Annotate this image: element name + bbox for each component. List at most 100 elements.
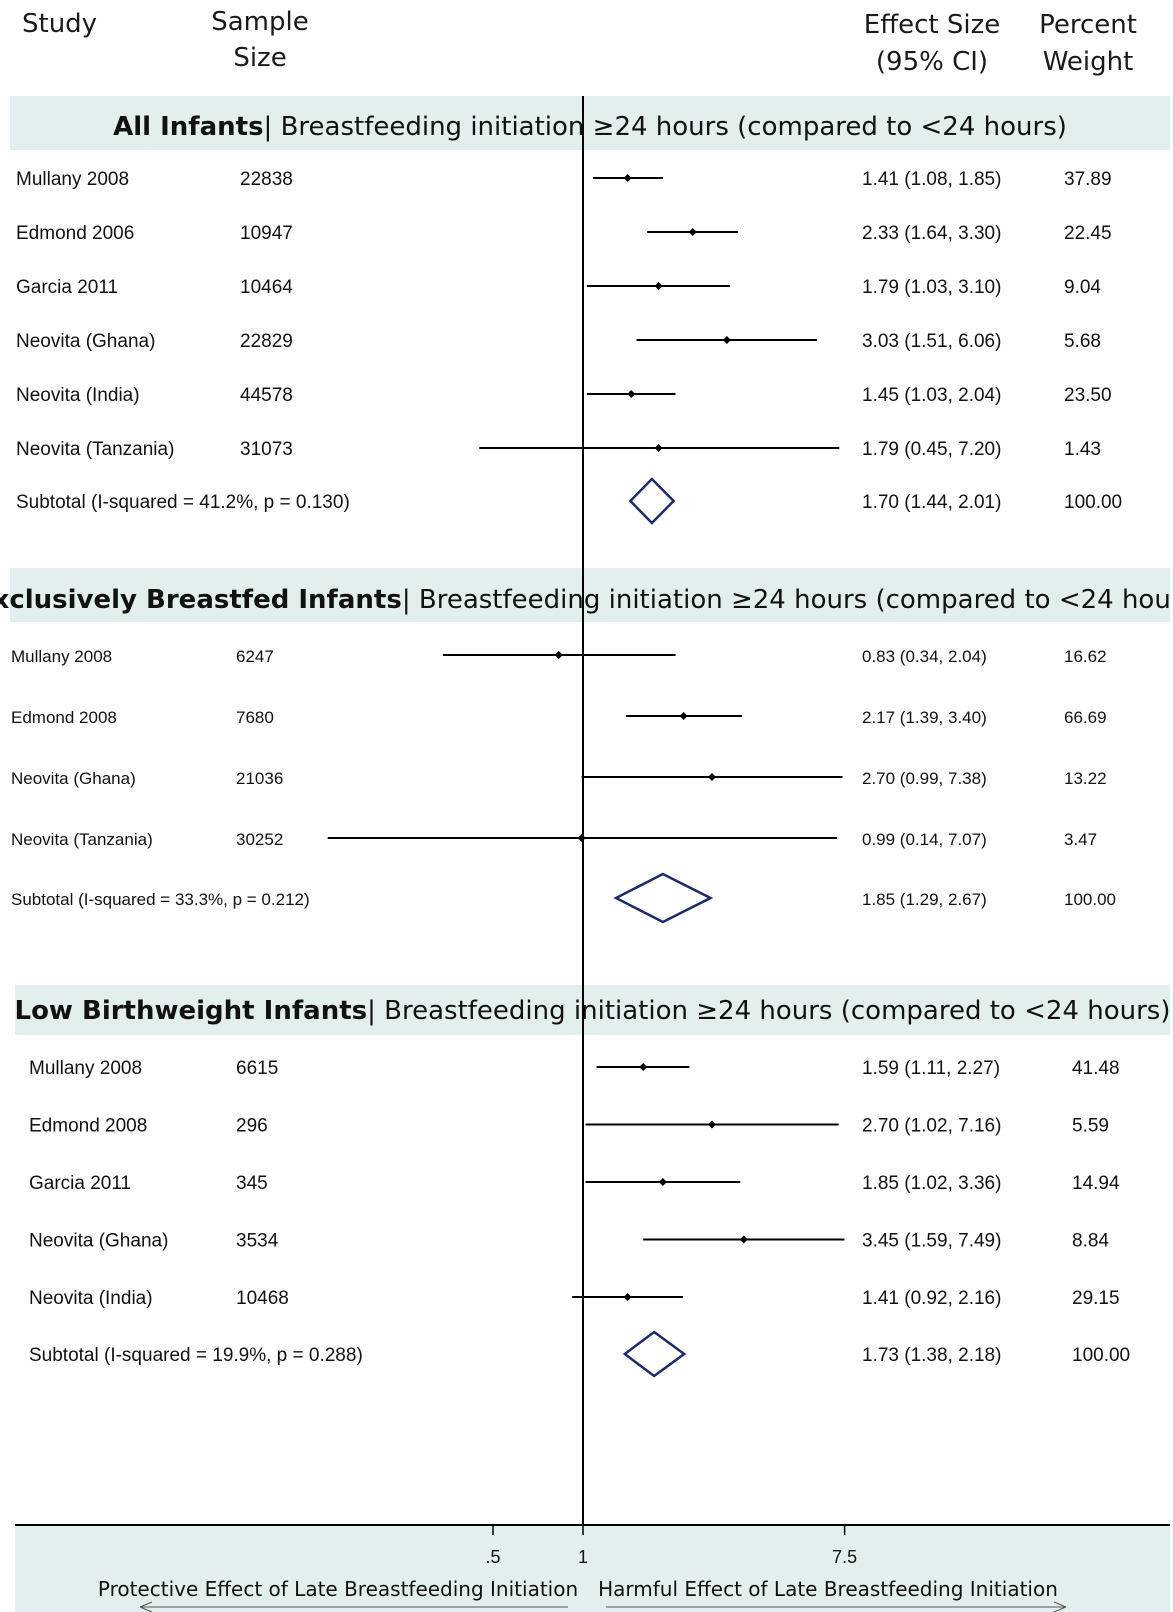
- subtotal-effect-size: 1.73 (1.38, 2.18): [862, 1345, 1001, 1366]
- x-tick-label: 7.5: [832, 1547, 857, 1567]
- effect-size-label: 1.45 (1.03, 2.04): [862, 385, 1001, 406]
- subtotal-label: Subtotal (I-squared = 33.3%, p = 0.212): [11, 890, 310, 909]
- group-title-rest: Breastfeeding initiation ≥24 hours (comp…: [411, 585, 1173, 615]
- effect-size-label: 2.70 (0.99, 7.38): [862, 769, 987, 788]
- point-estimate: [722, 336, 731, 344]
- sample-size: 31073: [240, 439, 293, 460]
- study-name: Neovita (Tanzania): [11, 830, 153, 849]
- header-weight-line2: Weight: [1043, 47, 1134, 77]
- study-name: Edmond 2008: [29, 1116, 147, 1137]
- study-name: Edmond 2008: [11, 708, 117, 727]
- subtotal-label: Subtotal (I-squared = 19.9%, p = 0.288): [29, 1345, 363, 1366]
- x-tick-label: 1: [578, 1547, 588, 1567]
- study-name: Garcia 2011: [16, 277, 118, 298]
- point-estimate: [577, 834, 586, 842]
- subtotal-effect-size: 1.70 (1.44, 2.01): [862, 492, 1001, 513]
- point-estimate: [739, 1235, 748, 1244]
- sample-size: 21036: [236, 769, 283, 788]
- sample-size: 22829: [240, 331, 293, 352]
- effect-size-label: 3.03 (1.51, 6.06): [862, 331, 1001, 352]
- study-name: Mullany 2008: [11, 647, 112, 666]
- group-title: All Infants| Breastfeeding initiation ≥2…: [113, 112, 1067, 142]
- effect-size-label: 0.99 (0.14, 7.07): [862, 830, 987, 849]
- header-weight-line1: Percent: [1039, 10, 1137, 40]
- effect-size-label: 2.17 (1.39, 3.40): [862, 708, 987, 727]
- percent-weight: 3.47: [1064, 830, 1097, 849]
- study-name: Edmond 2006: [16, 223, 134, 244]
- study-name: Neovita (Ghana): [29, 1231, 168, 1252]
- left-arrow-head: [139, 1601, 153, 1612]
- percent-weight: 37.89: [1064, 169, 1112, 190]
- percent-weight: 1.43: [1064, 439, 1101, 460]
- percent-weight: 29.15: [1072, 1288, 1120, 1309]
- sample-size: 296: [236, 1116, 268, 1137]
- header-effect-line1: Effect Size: [864, 10, 1000, 40]
- axis-band: [15, 1525, 1170, 1612]
- percent-weight: 13.22: [1064, 769, 1107, 788]
- group-header-band: [10, 96, 1170, 150]
- sample-size: 6615: [236, 1058, 278, 1079]
- group-title-separator: |: [264, 112, 273, 142]
- study-name: Mullany 2008: [29, 1058, 142, 1079]
- study-name: Garcia 2011: [29, 1173, 131, 1194]
- point-estimate: [623, 1293, 632, 1301]
- subtotal-label: Subtotal (I-squared = 41.2%, p = 0.130): [16, 492, 350, 513]
- header-sample-line1: Sample: [211, 7, 309, 37]
- group-title-bold: Exclusively Breastfed Infants: [0, 585, 402, 615]
- effect-size-label: 1.41 (0.92, 2.16): [862, 1288, 1001, 1309]
- subtotal-diamond: [622, 1330, 687, 1378]
- effect-size-label: 1.79 (0.45, 7.20): [862, 439, 1001, 460]
- group-title-separator: |: [367, 996, 376, 1026]
- group-title-rest: Breastfeeding initiation ≥24 hours (comp…: [272, 112, 1067, 142]
- sample-size: 10947: [240, 223, 293, 244]
- header-study: Study: [22, 9, 97, 39]
- point-estimate: [707, 1120, 716, 1129]
- effect-size-label: 2.33 (1.64, 3.30): [862, 223, 1001, 244]
- point-estimate: [658, 1178, 667, 1186]
- x-axis: .5 1 7.5 Protective Effect of Late Breastfe…: [15, 96, 1170, 1612]
- x-tick-label: .5: [485, 1547, 500, 1567]
- subtotal-weight: 100.00: [1064, 492, 1122, 513]
- sample-size: 10468: [236, 1288, 289, 1309]
- subtotal-effect-size: 1.85 (1.29, 2.67): [862, 890, 987, 909]
- point-estimate: [654, 444, 663, 452]
- group-title-rest: Breastfeeding initiation ≥24 hours (comp…: [376, 996, 1171, 1026]
- effect-size-label: 1.41 (1.08, 1.85): [862, 169, 1001, 190]
- group-title: Exclusively Breastfed Infants| Breastfee…: [0, 585, 1173, 615]
- effect-size-label: 3.45 (1.59, 7.49): [862, 1231, 1001, 1252]
- right-arrow-head: [1053, 1601, 1067, 1612]
- percent-weight: 41.48: [1072, 1058, 1120, 1079]
- percent-weight: 9.04: [1064, 277, 1101, 298]
- study-name: Mullany 2008: [16, 169, 129, 190]
- study-name: Neovita (Ghana): [11, 769, 136, 788]
- point-estimate: [654, 282, 663, 290]
- subtotal-weight: 100.00: [1072, 1345, 1130, 1366]
- percent-weight: 66.69: [1064, 708, 1107, 727]
- point-estimate: [627, 390, 636, 398]
- sample-size: 10464: [240, 277, 293, 298]
- point-estimate: [679, 712, 688, 720]
- percent-weight: 23.50: [1064, 385, 1112, 406]
- study-name: Neovita (India): [29, 1288, 153, 1309]
- subtotal-diamond: [628, 477, 676, 525]
- study-name: Neovita (Ghana): [16, 331, 155, 352]
- group-title: Low Birthweight Infants| Breastfeeding i…: [15, 996, 1171, 1026]
- point-estimate: [707, 773, 716, 781]
- point-estimate: [554, 651, 563, 659]
- subtotal-diamond: [613, 872, 714, 924]
- group-bands: All Infants| Breastfeeding initiation ≥2…: [0, 96, 1173, 1035]
- percent-weight: 8.84: [1072, 1231, 1109, 1252]
- group-title-bold: Low Birthweight Infants: [15, 996, 368, 1026]
- percent-weight: 14.94: [1072, 1173, 1120, 1194]
- sample-size: 6247: [236, 647, 274, 666]
- subtotal-weight: 100.00: [1064, 890, 1116, 909]
- group-header-band: [10, 568, 1170, 622]
- sample-size: 22838: [240, 169, 293, 190]
- percent-weight: 16.62: [1064, 647, 1107, 666]
- group-title-bold: All Infants: [113, 112, 263, 142]
- effect-size-label: 1.59 (1.11, 2.27): [862, 1058, 1000, 1079]
- percent-weight: 5.68: [1064, 331, 1101, 352]
- effect-size-label: 1.79 (1.03, 3.10): [862, 277, 1001, 298]
- effect-size-label: 2.70 (1.02, 7.16): [862, 1116, 1001, 1137]
